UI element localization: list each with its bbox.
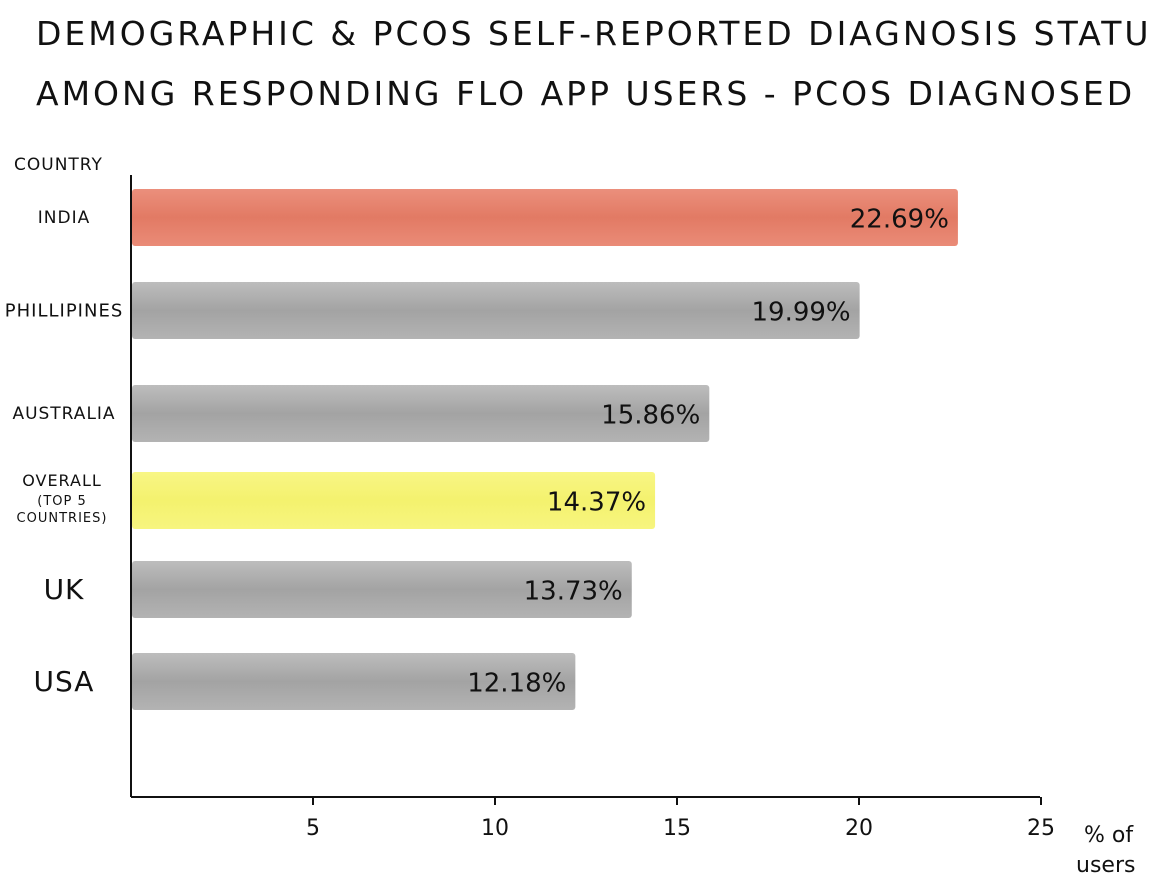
value-label-overall: 14.37% xyxy=(547,488,646,518)
category-label-uk: UK xyxy=(44,573,85,606)
category-label-overall-line-1: OVERALL xyxy=(22,471,102,490)
chart-title-line-2: AMONG RESPONDING FLO APP USERS - PCOS DI… xyxy=(36,74,1136,113)
category-label-overall-line-3: COUNTRIES) xyxy=(17,511,108,526)
x-axis-title-line-2: users xyxy=(1076,853,1135,878)
x-tick-label-15: 15 xyxy=(663,816,691,841)
y-axis-title: COUNTRY xyxy=(14,155,103,175)
bar-australia xyxy=(132,385,710,442)
x-tick-label-5: 5 xyxy=(306,816,320,841)
bar-overall xyxy=(132,472,656,529)
bar-india xyxy=(132,189,958,246)
x-tick-label-20: 20 xyxy=(845,816,873,841)
category-label-india: INDIA xyxy=(38,208,90,228)
bar-phillipines xyxy=(132,282,860,339)
category-label-australia: AUSTRALIA xyxy=(12,404,115,424)
chart-title-line-1: DEMOGRAPHIC & PCOS SELF-REPORTED DIAGNOS… xyxy=(36,14,1152,53)
value-label-phillipines: 19.99% xyxy=(751,298,850,328)
labels-layer: 22.69% INDIA 19.99% PHILLIPINES 15.86% AUSTRA… xyxy=(5,205,949,699)
x-axis-title-line-1: % of xyxy=(1084,823,1134,848)
x-axis-ticks: 5 10 15 20 25 xyxy=(306,797,1055,841)
category-label-phillipines: PHILLIPINES xyxy=(5,301,124,322)
value-label-australia: 15.86% xyxy=(601,401,700,431)
bar-usa xyxy=(132,653,576,710)
bars-layer xyxy=(132,189,958,710)
x-tick-label-25: 25 xyxy=(1027,816,1055,841)
value-label-uk: 13.73% xyxy=(524,577,623,607)
category-label-usa: USA xyxy=(34,665,95,698)
value-label-usa: 12.18% xyxy=(467,669,566,699)
category-label-overall-line-2: (TOP 5 xyxy=(37,494,87,509)
value-label-india: 22.69% xyxy=(850,205,949,235)
x-tick-label-10: 10 xyxy=(481,816,509,841)
bar-uk xyxy=(132,561,632,618)
